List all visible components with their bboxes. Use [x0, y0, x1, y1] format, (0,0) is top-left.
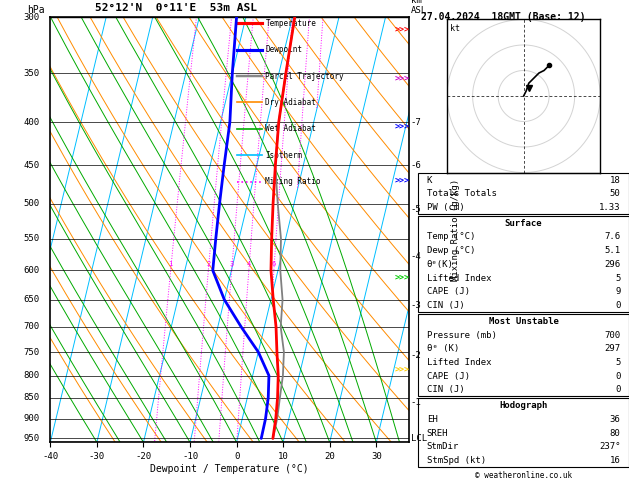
Text: 16: 16	[610, 456, 621, 465]
Text: © weatheronline.co.uk: © weatheronline.co.uk	[475, 471, 572, 480]
Text: Isotherm: Isotherm	[265, 151, 303, 160]
Text: 300: 300	[23, 13, 40, 21]
Text: hPa: hPa	[27, 5, 45, 15]
Text: >>>: >>>	[395, 122, 410, 131]
Text: 850: 850	[23, 393, 40, 402]
Text: 500: 500	[23, 199, 40, 208]
Text: 650: 650	[23, 295, 40, 304]
Text: -5: -5	[411, 205, 421, 214]
Text: >>>: >>>	[395, 175, 410, 184]
Text: CIN (J): CIN (J)	[426, 385, 464, 395]
Text: -4: -4	[411, 252, 421, 261]
Text: Parcel Trajectory: Parcel Trajectory	[265, 71, 344, 81]
Text: >>>: >>>	[395, 273, 410, 281]
Text: 18: 18	[610, 175, 621, 185]
Text: 27.04.2024  18GMT (Base: 12): 27.04.2024 18GMT (Base: 12)	[421, 12, 586, 22]
Text: 9: 9	[615, 287, 621, 296]
Text: 0: 0	[615, 372, 621, 381]
Text: 296: 296	[604, 260, 621, 269]
Text: Surface: Surface	[505, 219, 542, 228]
Text: Mixing Ratio: Mixing Ratio	[265, 177, 321, 186]
Text: 0: 0	[615, 385, 621, 395]
Text: 6: 6	[272, 261, 276, 267]
Text: StmDir: StmDir	[426, 442, 459, 451]
Text: Most Unstable: Most Unstable	[489, 317, 559, 326]
Text: Mixing Ratio (g/kg): Mixing Ratio (g/kg)	[451, 178, 460, 281]
Text: 7.6: 7.6	[604, 232, 621, 242]
Text: EH: EH	[426, 415, 437, 424]
Text: 750: 750	[23, 347, 40, 357]
Text: 600: 600	[23, 266, 40, 275]
Text: 5.1: 5.1	[604, 246, 621, 255]
Text: 5: 5	[615, 358, 621, 367]
Text: StmSpd (kt): StmSpd (kt)	[426, 456, 486, 465]
Text: 800: 800	[23, 371, 40, 380]
Text: >>>: >>>	[395, 25, 410, 34]
Text: Temperature: Temperature	[265, 19, 316, 28]
Text: -2: -2	[411, 351, 421, 361]
X-axis label: Dewpoint / Temperature (°C): Dewpoint / Temperature (°C)	[150, 464, 309, 474]
Text: 52°12'N  0°11'E  53m ASL: 52°12'N 0°11'E 53m ASL	[95, 3, 257, 13]
Text: 1.33: 1.33	[599, 203, 621, 212]
Text: Lifted Index: Lifted Index	[426, 358, 491, 367]
Text: K: K	[426, 175, 432, 185]
Text: >>>: >>>	[395, 73, 410, 82]
Text: Dry Adiabat: Dry Adiabat	[265, 98, 316, 107]
Text: Lifted Index: Lifted Index	[426, 274, 491, 283]
Text: -7: -7	[411, 118, 421, 127]
Text: Totals Totals: Totals Totals	[426, 189, 496, 198]
Text: 550: 550	[23, 234, 40, 243]
Text: -3: -3	[411, 301, 421, 310]
Text: 3: 3	[230, 261, 234, 267]
Text: Wet Adiabat: Wet Adiabat	[265, 124, 316, 133]
Text: 400: 400	[23, 118, 40, 127]
Text: Dewp (°C): Dewp (°C)	[426, 246, 475, 255]
Text: 297: 297	[604, 344, 621, 353]
Text: 700: 700	[604, 330, 621, 340]
Text: 4: 4	[247, 261, 251, 267]
Text: 5: 5	[615, 274, 621, 283]
Text: km
ASL: km ASL	[411, 0, 426, 15]
Text: 350: 350	[23, 69, 40, 78]
Text: 0: 0	[615, 301, 621, 310]
Text: 950: 950	[23, 434, 40, 443]
Text: -6: -6	[411, 161, 421, 170]
Text: θᵉ(K): θᵉ(K)	[426, 260, 454, 269]
Text: θᵉ (K): θᵉ (K)	[426, 344, 459, 353]
Text: 237°: 237°	[599, 442, 621, 451]
Text: 80: 80	[610, 429, 621, 437]
Text: Temp (°C): Temp (°C)	[426, 232, 475, 242]
Text: LCL: LCL	[411, 434, 426, 443]
Text: 50: 50	[610, 189, 621, 198]
Text: 450: 450	[23, 161, 40, 170]
Text: CIN (J): CIN (J)	[426, 301, 464, 310]
Text: SREH: SREH	[426, 429, 448, 437]
Text: kt: kt	[450, 24, 460, 33]
Text: Hodograph: Hodograph	[499, 401, 548, 410]
Text: 700: 700	[23, 322, 40, 331]
Text: CAPE (J): CAPE (J)	[426, 372, 470, 381]
Text: Dewpoint: Dewpoint	[265, 45, 303, 54]
Text: 900: 900	[23, 414, 40, 423]
Text: 1: 1	[169, 261, 173, 267]
Text: 2: 2	[206, 261, 211, 267]
Text: Pressure (mb): Pressure (mb)	[426, 330, 496, 340]
Text: >>>: >>>	[395, 365, 410, 374]
Text: PW (cm): PW (cm)	[426, 203, 464, 212]
Text: -1: -1	[411, 399, 421, 407]
Text: CAPE (J): CAPE (J)	[426, 287, 470, 296]
Text: 36: 36	[610, 415, 621, 424]
